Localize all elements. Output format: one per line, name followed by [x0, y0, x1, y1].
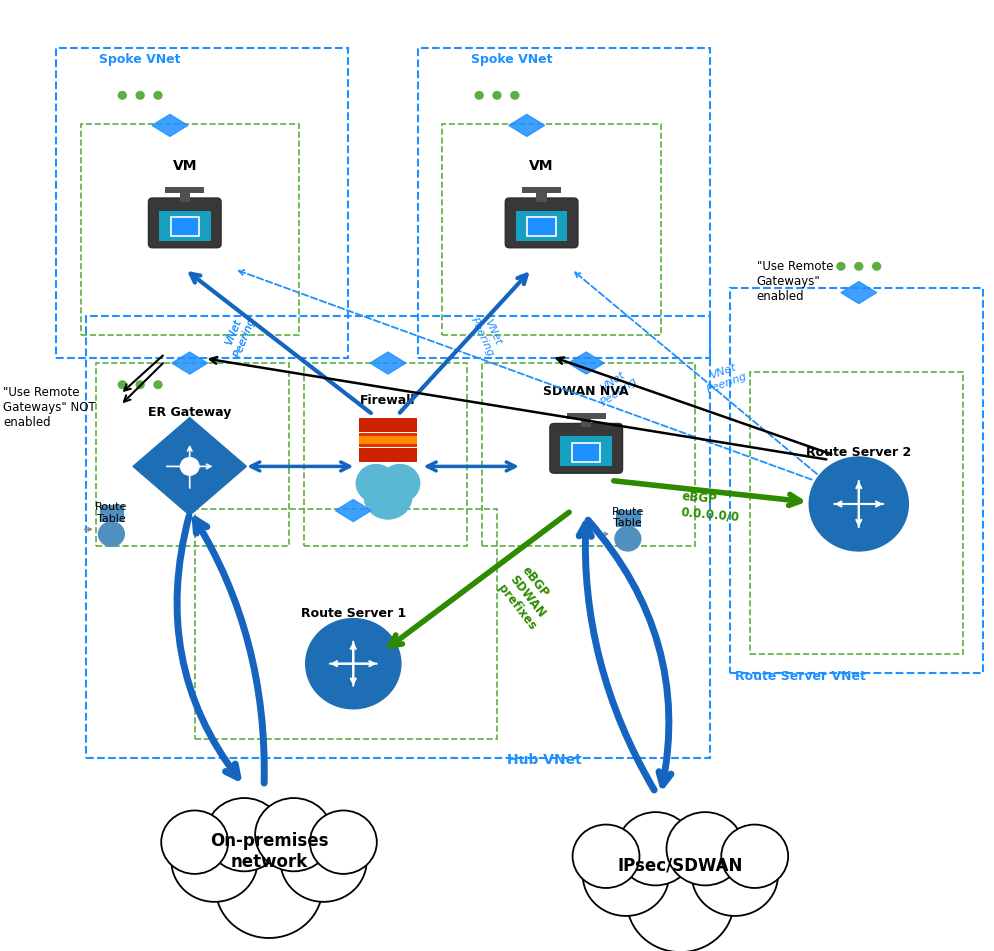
Bar	[567, 413, 605, 418]
Text: On-premises
network: On-premises network	[210, 832, 328, 871]
Circle shape	[873, 262, 881, 270]
FancyBboxPatch shape	[505, 198, 578, 247]
Text: VNet
Peering: VNet Peering	[222, 311, 257, 359]
Polygon shape	[172, 352, 208, 374]
Polygon shape	[509, 114, 545, 136]
Circle shape	[154, 381, 162, 388]
Circle shape	[573, 825, 639, 888]
Circle shape	[306, 618, 401, 708]
Text: "Use Remote
Gateways" NOT
enabled: "Use Remote Gateways" NOT enabled	[3, 386, 96, 429]
Circle shape	[511, 91, 519, 99]
Circle shape	[118, 91, 126, 99]
Bar	[195, 509, 497, 739]
Bar	[359, 417, 416, 432]
Bar	[417, 49, 710, 359]
Circle shape	[171, 820, 257, 902]
Bar	[81, 124, 299, 335]
Bar	[572, 442, 600, 462]
Bar	[304, 363, 467, 546]
Bar	[561, 437, 612, 466]
Bar	[99, 505, 124, 522]
Bar	[522, 187, 561, 193]
Circle shape	[364, 474, 412, 519]
Circle shape	[692, 834, 778, 916]
Polygon shape	[569, 352, 604, 374]
Circle shape	[136, 91, 144, 99]
FancyBboxPatch shape	[148, 198, 221, 247]
Polygon shape	[370, 352, 406, 374]
Bar	[165, 187, 204, 193]
Bar	[581, 418, 591, 427]
Polygon shape	[152, 114, 188, 136]
Bar	[159, 211, 211, 241]
Circle shape	[855, 262, 863, 270]
Bar	[516, 211, 568, 241]
Polygon shape	[335, 499, 371, 521]
FancyBboxPatch shape	[550, 423, 622, 473]
Text: Spoke VNet: Spoke VNet	[99, 53, 181, 66]
Circle shape	[582, 834, 669, 916]
Text: Route Server 1: Route Server 1	[300, 608, 406, 620]
Text: VM: VM	[530, 159, 554, 173]
Circle shape	[837, 262, 845, 270]
Circle shape	[493, 91, 501, 99]
Polygon shape	[841, 281, 877, 303]
Circle shape	[617, 812, 694, 885]
Text: VM: VM	[173, 159, 197, 173]
Bar	[95, 363, 289, 546]
Bar	[56, 49, 348, 359]
Circle shape	[181, 457, 199, 476]
Circle shape	[722, 825, 788, 888]
Bar	[359, 433, 416, 447]
Text: eBGP
SDWAN
prefixes: eBGP SDWAN prefixes	[495, 563, 563, 632]
Circle shape	[310, 810, 377, 874]
Bar	[537, 193, 547, 202]
Text: Spoke VNet: Spoke VNet	[471, 53, 553, 66]
Text: VNet
Peering: VNet Peering	[592, 365, 639, 408]
Circle shape	[475, 91, 483, 99]
Text: Firewall: Firewall	[360, 394, 415, 407]
Circle shape	[280, 820, 367, 902]
Circle shape	[809, 457, 909, 551]
Bar	[730, 288, 983, 673]
Text: VNet
Peering: VNet Peering	[468, 311, 506, 359]
Bar	[180, 193, 190, 202]
Circle shape	[627, 850, 734, 951]
Text: Hub VNet: Hub VNet	[507, 753, 581, 767]
Text: SDWAN NVA: SDWAN NVA	[544, 384, 629, 398]
Text: ER Gateway: ER Gateway	[148, 406, 232, 419]
Circle shape	[161, 810, 229, 874]
Bar	[171, 217, 199, 236]
Circle shape	[136, 381, 144, 388]
Bar	[359, 437, 416, 444]
Circle shape	[380, 464, 419, 502]
Bar	[749, 373, 963, 654]
Circle shape	[216, 837, 322, 938]
Bar	[359, 448, 416, 462]
Circle shape	[118, 381, 126, 388]
Polygon shape	[133, 417, 247, 515]
Circle shape	[356, 464, 396, 502]
Circle shape	[667, 812, 744, 885]
Circle shape	[615, 527, 641, 551]
Text: eBGP
0.0.0.0/0: eBGP 0.0.0.0/0	[680, 491, 742, 523]
Circle shape	[206, 798, 283, 871]
Text: Route
Table: Route Table	[611, 507, 644, 529]
Bar	[528, 217, 556, 236]
Circle shape	[98, 522, 124, 546]
Text: Route Server VNet: Route Server VNet	[735, 670, 866, 683]
Bar	[482, 363, 695, 546]
Text: "Use Remote
Gateways"
enabled: "Use Remote Gateways" enabled	[756, 260, 833, 302]
Text: Route
Table: Route Table	[95, 502, 127, 524]
Text: VNet
Peering: VNet Peering	[222, 311, 257, 359]
Bar	[616, 510, 641, 527]
Circle shape	[255, 798, 332, 871]
Circle shape	[154, 91, 162, 99]
Bar	[442, 124, 661, 335]
Bar	[85, 316, 710, 758]
Text: Route Server 2: Route Server 2	[806, 446, 911, 458]
Text: VNet
Peering: VNet Peering	[702, 359, 748, 395]
Text: IPsec/SDWAN: IPsec/SDWAN	[617, 857, 744, 875]
